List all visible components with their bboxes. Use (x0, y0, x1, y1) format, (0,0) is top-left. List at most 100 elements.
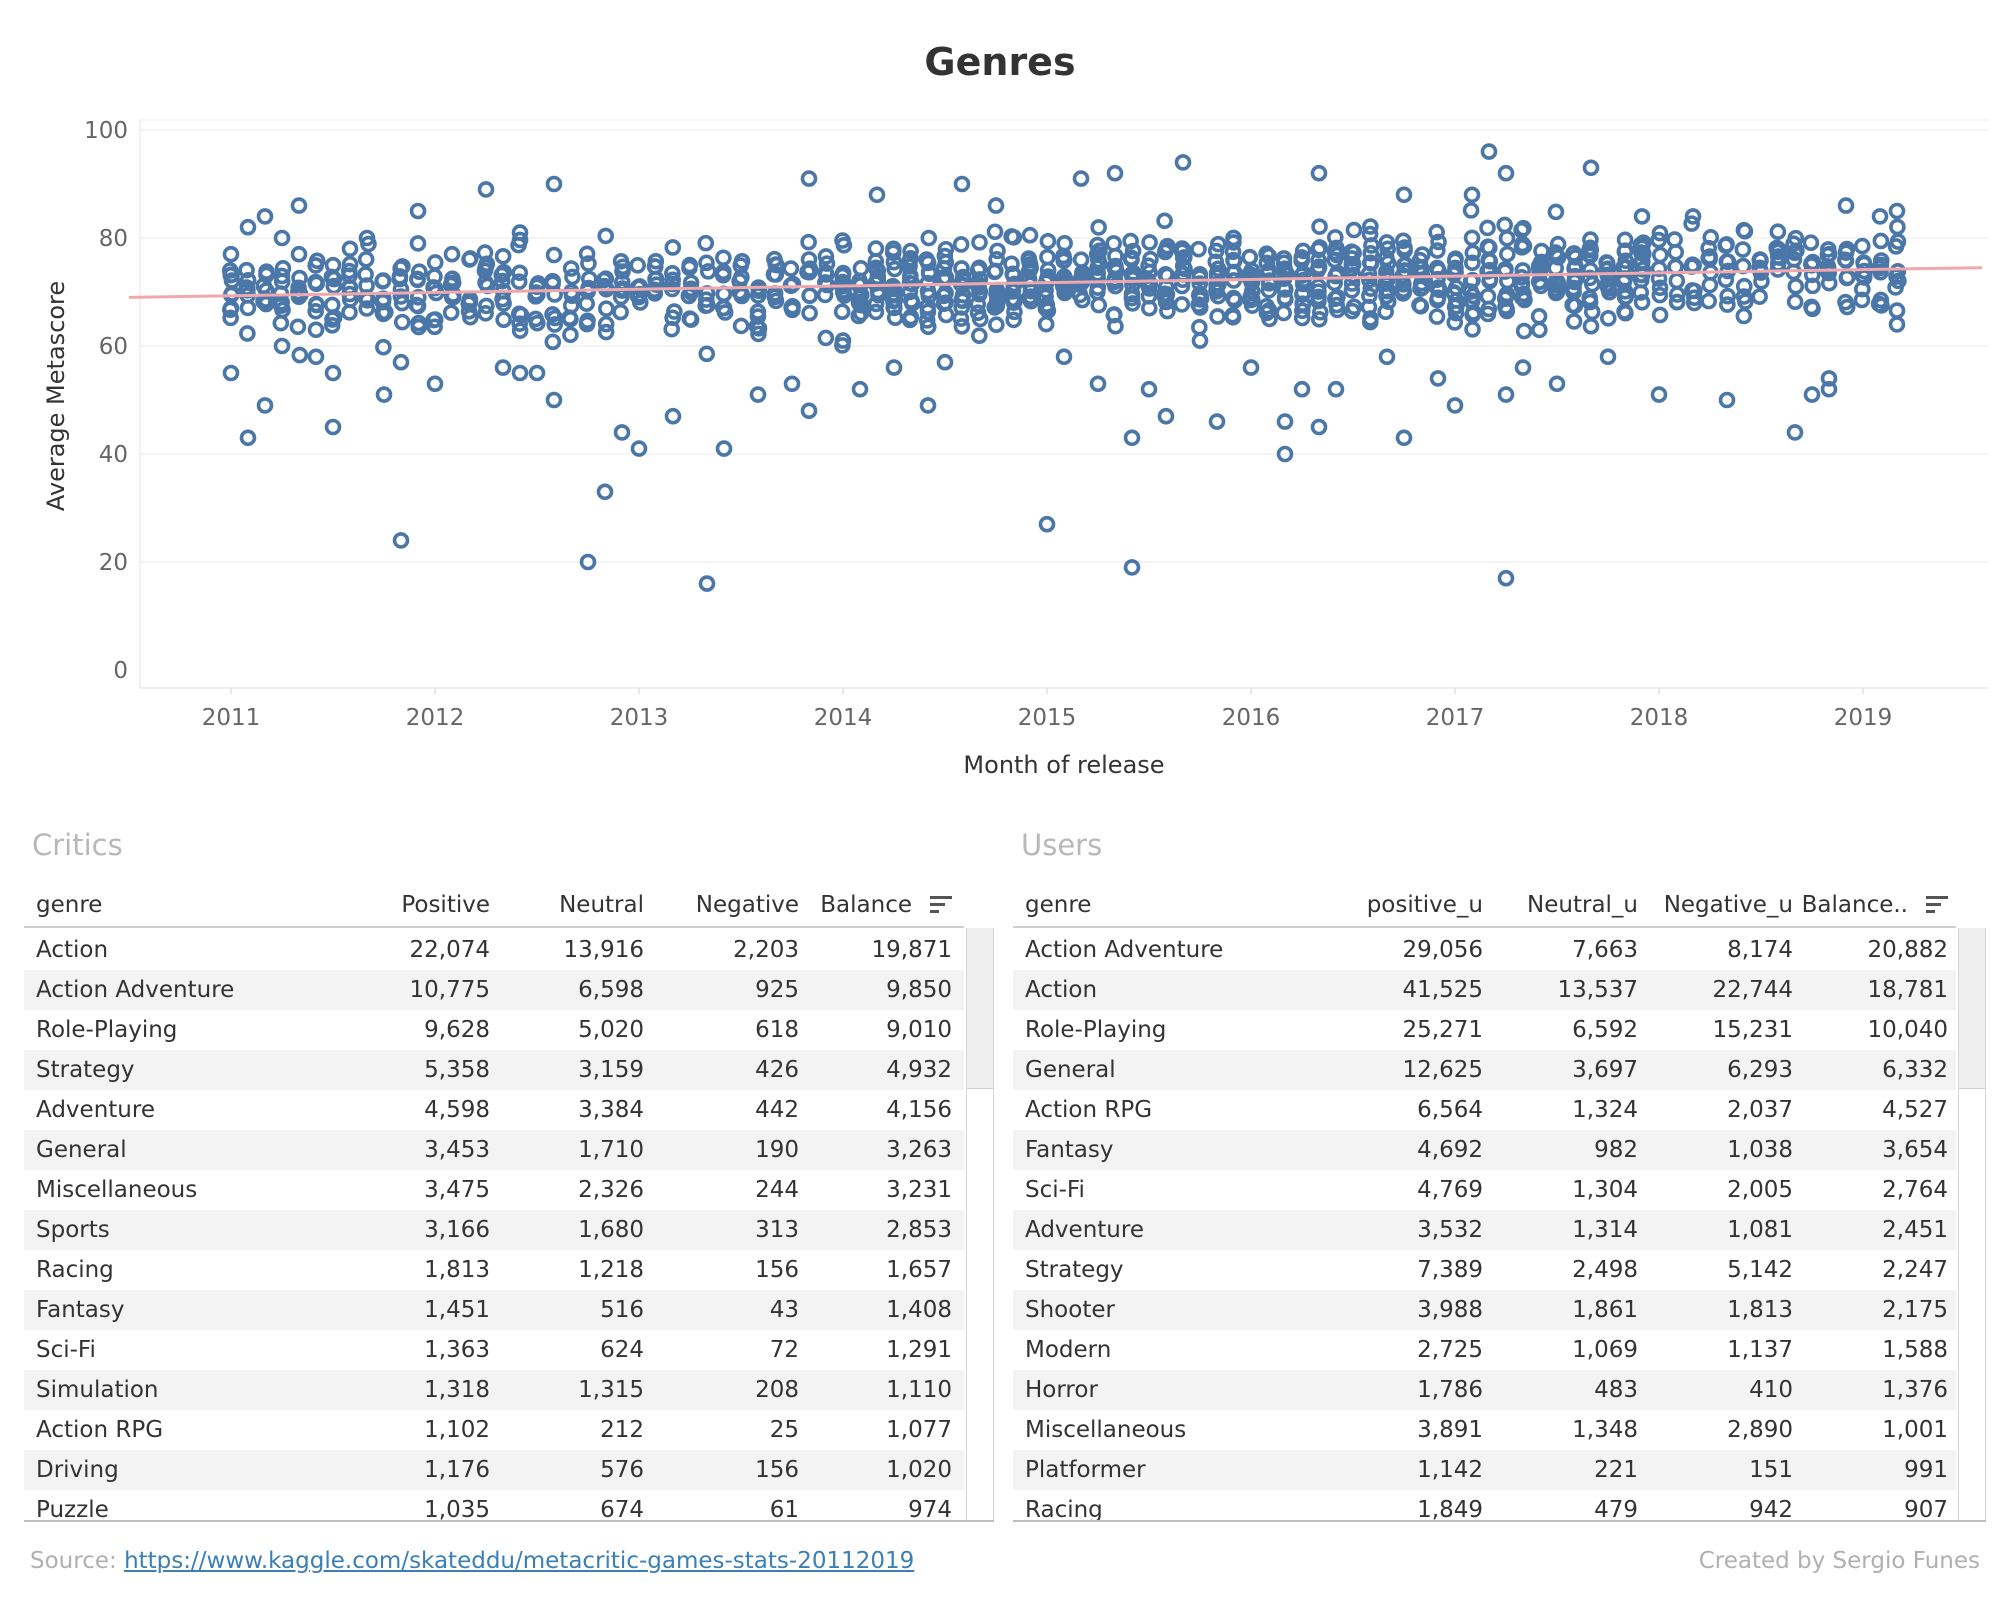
data-point[interactable] (648, 276, 665, 293)
data-point[interactable] (1751, 288, 1768, 305)
data-point[interactable] (884, 244, 902, 262)
data-point[interactable] (1804, 300, 1821, 318)
data-point[interactable] (1785, 251, 1803, 268)
data-point[interactable] (1650, 231, 1667, 249)
data-point[interactable] (1310, 259, 1328, 276)
users-table-row[interactable]: Racing 1,849 479 942 907 (1013, 1490, 1956, 1530)
data-point[interactable] (425, 311, 443, 329)
data-point[interactable] (1141, 234, 1158, 251)
data-point[interactable] (936, 247, 954, 265)
data-point[interactable] (901, 311, 919, 329)
data-point[interactable] (579, 553, 597, 571)
data-point[interactable] (818, 255, 836, 272)
data-point[interactable] (409, 271, 426, 289)
data-point[interactable] (341, 240, 359, 258)
data-point[interactable] (1633, 293, 1651, 311)
data-point[interactable] (1635, 234, 1652, 251)
data-point[interactable] (1530, 307, 1548, 325)
data-point[interactable] (988, 285, 1005, 302)
data-point[interactable] (1258, 304, 1276, 322)
users-table-row[interactable]: Miscellaneous 3,891 1,348 2,890 1,001 (1013, 1410, 1956, 1450)
data-point[interactable] (1072, 170, 1090, 187)
data-point[interactable] (1668, 293, 1686, 311)
data-point[interactable] (1515, 322, 1533, 340)
data-point[interactable] (1159, 302, 1176, 320)
data-point[interactable] (971, 310, 989, 328)
data-point[interactable] (750, 325, 767, 343)
data-point[interactable] (664, 407, 682, 425)
data-point[interactable] (1328, 246, 1346, 264)
data-point[interactable] (782, 260, 800, 277)
data-point[interactable] (766, 288, 784, 306)
data-point[interactable] (1106, 164, 1124, 182)
data-point[interactable] (545, 391, 563, 409)
critics-table-row[interactable]: Racing 1,813 1,218 156 1,657 (24, 1250, 964, 1290)
data-point[interactable] (476, 262, 494, 280)
data-point[interactable] (1395, 429, 1413, 447)
data-point[interactable] (1872, 232, 1890, 250)
data-point[interactable] (410, 314, 427, 332)
data-point[interactable] (1719, 253, 1737, 271)
data-point[interactable] (783, 375, 801, 393)
data-point[interactable] (935, 295, 953, 313)
data-point[interactable] (392, 280, 410, 298)
data-point[interactable] (1872, 252, 1890, 269)
data-point[interactable] (1394, 232, 1412, 250)
data-point[interactable] (1531, 262, 1548, 279)
data-point[interactable] (394, 258, 411, 275)
data-point[interactable] (1343, 281, 1361, 299)
data-point[interactable] (1310, 164, 1328, 182)
data-point[interactable] (1853, 237, 1871, 255)
data-point[interactable] (1345, 221, 1363, 239)
critics-scrollbar[interactable] (966, 928, 994, 1520)
data-point[interactable] (1447, 263, 1464, 281)
data-point[interactable] (1362, 310, 1379, 327)
critics-table-row[interactable]: Adventure 4,598 3,384 442 4,156 (24, 1090, 964, 1130)
data-point[interactable] (1377, 303, 1394, 321)
data-point[interactable] (340, 262, 358, 280)
data-point[interactable] (511, 364, 529, 382)
data-point[interactable] (885, 359, 903, 376)
data-point[interactable] (1090, 296, 1108, 314)
data-point[interactable] (1686, 289, 1703, 307)
data-point[interactable] (392, 532, 410, 549)
critics-scrollbar-thumb[interactable] (967, 928, 993, 1089)
data-point[interactable] (597, 315, 615, 333)
data-point[interactable] (1582, 159, 1600, 177)
users-table-row[interactable]: Shooter 3,988 1,861 1,813 2,175 (1013, 1290, 1956, 1330)
data-point[interactable] (1498, 229, 1516, 247)
data-point[interactable] (801, 304, 818, 322)
data-point[interactable] (222, 299, 240, 317)
data-point[interactable] (1258, 245, 1275, 263)
data-point[interactable] (222, 364, 240, 382)
data-point[interactable] (1380, 282, 1397, 300)
data-point[interactable] (1701, 250, 1718, 268)
users-scrollbar-thumb[interactable] (1959, 928, 1985, 1089)
data-point[interactable] (1513, 269, 1530, 286)
data-point[interactable] (1632, 254, 1650, 272)
data-point[interactable] (1428, 308, 1446, 325)
data-point[interactable] (1225, 234, 1242, 251)
data-point[interactable] (1157, 407, 1175, 425)
data-point[interactable] (1224, 308, 1242, 326)
users-column-header[interactable]: Negative_u (1663, 892, 1793, 918)
data-point[interactable] (357, 251, 375, 268)
data-point[interactable] (749, 308, 767, 325)
data-point[interactable] (1412, 280, 1429, 297)
data-point[interactable] (477, 304, 494, 322)
data-point[interactable] (1107, 263, 1125, 280)
data-point[interactable] (377, 303, 394, 321)
data-point[interactable] (733, 287, 751, 305)
data-point[interactable] (274, 260, 292, 277)
data-point[interactable] (783, 299, 800, 316)
data-point[interactable] (1600, 309, 1617, 327)
data-point[interactable] (1089, 236, 1106, 254)
data-point[interactable] (273, 337, 291, 355)
data-point[interactable] (1225, 289, 1242, 307)
critics-table-row[interactable]: General 3,453 1,710 190 3,263 (24, 1130, 964, 1170)
data-point[interactable] (971, 327, 988, 345)
data-point[interactable] (1651, 224, 1669, 242)
data-point[interactable] (341, 304, 358, 321)
users-table-row[interactable]: Platformer 1,142 221 151 991 (1013, 1450, 1956, 1490)
data-point[interactable] (392, 353, 410, 371)
